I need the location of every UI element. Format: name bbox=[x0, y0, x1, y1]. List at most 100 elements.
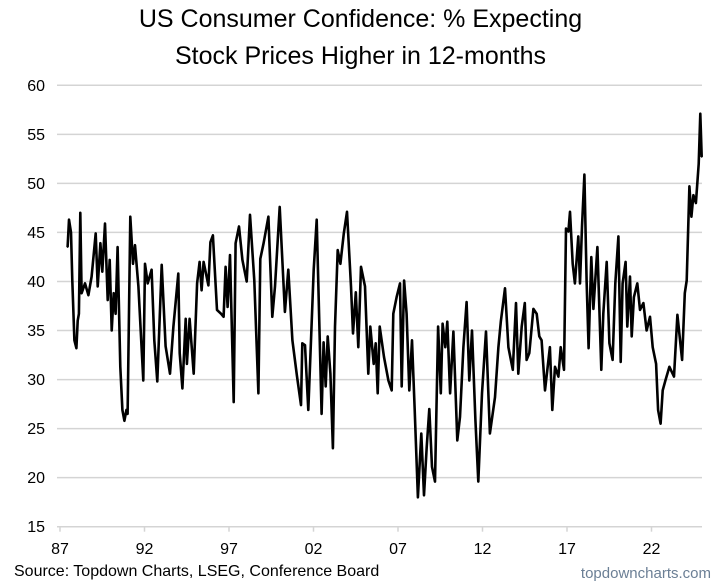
data-point bbox=[110, 329, 113, 332]
data-point bbox=[440, 392, 442, 395]
data-point bbox=[532, 308, 535, 310]
data-point bbox=[549, 346, 551, 349]
data-point bbox=[360, 266, 362, 268]
data-point bbox=[574, 282, 576, 285]
data-point bbox=[202, 261, 205, 263]
data-point bbox=[413, 409, 416, 411]
data-point bbox=[352, 332, 354, 335]
data-point bbox=[278, 206, 281, 208]
data-point bbox=[692, 194, 695, 196]
data-point bbox=[399, 282, 401, 285]
data-point bbox=[477, 480, 480, 483]
data-point bbox=[645, 329, 648, 332]
data-point bbox=[369, 325, 372, 328]
data-point bbox=[178, 352, 181, 354]
data-point bbox=[605, 261, 608, 263]
data-point bbox=[468, 379, 471, 382]
data-point bbox=[226, 306, 229, 308]
data-point bbox=[456, 439, 459, 442]
data-point bbox=[441, 322, 444, 325]
data-point bbox=[434, 480, 436, 483]
y-tick-label: 35 bbox=[27, 323, 45, 340]
data-point bbox=[517, 372, 520, 375]
data-point bbox=[164, 345, 167, 348]
data-point bbox=[557, 375, 560, 378]
x-tick-label: 12 bbox=[474, 541, 492, 558]
data-point bbox=[108, 259, 111, 261]
data-point bbox=[577, 235, 580, 238]
data-point bbox=[216, 309, 218, 311]
data-point bbox=[343, 232, 345, 235]
data-point bbox=[186, 363, 188, 365]
data-point bbox=[284, 311, 286, 313]
data-point bbox=[274, 285, 276, 288]
data-point bbox=[697, 163, 700, 165]
data-point bbox=[87, 294, 90, 297]
data-point bbox=[234, 242, 237, 244]
data-point bbox=[633, 296, 635, 299]
data-point bbox=[372, 363, 375, 365]
data-point bbox=[408, 389, 411, 392]
data-point bbox=[619, 361, 622, 363]
data-point bbox=[94, 232, 97, 235]
data-point bbox=[376, 392, 379, 395]
x-axis-tick-labels: 87 92 97 02 07 12 17 22 bbox=[51, 541, 660, 558]
data-point bbox=[528, 352, 531, 354]
data-point bbox=[567, 230, 570, 233]
data-point bbox=[400, 385, 403, 388]
data-point bbox=[144, 263, 146, 265]
data-point bbox=[651, 346, 654, 349]
data-point bbox=[301, 342, 304, 345]
y-tick-label: 55 bbox=[27, 127, 45, 144]
y-tick-label: 30 bbox=[27, 372, 45, 389]
data-point bbox=[500, 320, 502, 323]
data-point bbox=[378, 325, 381, 328]
data-point bbox=[668, 366, 671, 368]
data-point bbox=[571, 263, 574, 265]
data-point bbox=[160, 264, 163, 266]
data-point bbox=[84, 282, 86, 285]
data-point bbox=[563, 369, 565, 371]
data-point bbox=[540, 339, 543, 342]
data-point bbox=[515, 302, 517, 304]
data-point bbox=[583, 173, 586, 176]
data-point bbox=[489, 432, 491, 435]
data-point bbox=[405, 313, 408, 315]
data-point bbox=[444, 346, 447, 349]
data-point bbox=[172, 325, 175, 328]
data-point bbox=[101, 270, 104, 273]
data-point bbox=[96, 285, 99, 288]
data-point bbox=[614, 282, 617, 285]
data-point bbox=[471, 329, 473, 332]
data-point bbox=[520, 325, 523, 328]
data-point bbox=[661, 389, 664, 392]
data-point bbox=[512, 369, 514, 371]
data-point bbox=[249, 214, 251, 216]
data-point bbox=[535, 313, 538, 315]
data-point bbox=[383, 356, 385, 358]
x-tick-label: 87 bbox=[51, 541, 69, 558]
data-point bbox=[123, 420, 126, 422]
data-point bbox=[177, 272, 180, 275]
x-tick-label: 07 bbox=[389, 541, 407, 558]
data-point bbox=[312, 268, 315, 271]
data-point bbox=[125, 409, 128, 411]
data-point bbox=[76, 319, 79, 322]
data-point bbox=[524, 302, 526, 304]
data-point bbox=[374, 342, 377, 345]
data-point bbox=[112, 292, 115, 295]
y-axis-tick-labels: 15 20 25 30 35 40 45 50 55 60 bbox=[27, 78, 45, 536]
data-point bbox=[79, 212, 82, 214]
data-point bbox=[181, 387, 184, 390]
data-point bbox=[116, 246, 119, 248]
data-point bbox=[636, 282, 639, 285]
data-point bbox=[232, 401, 235, 403]
data-point bbox=[70, 231, 72, 234]
data-point bbox=[346, 211, 348, 213]
data-point bbox=[207, 284, 210, 287]
data-point bbox=[271, 316, 274, 318]
data-point bbox=[364, 285, 366, 288]
data-point bbox=[220, 313, 222, 315]
data-point bbox=[300, 404, 302, 406]
data-point bbox=[390, 389, 393, 392]
